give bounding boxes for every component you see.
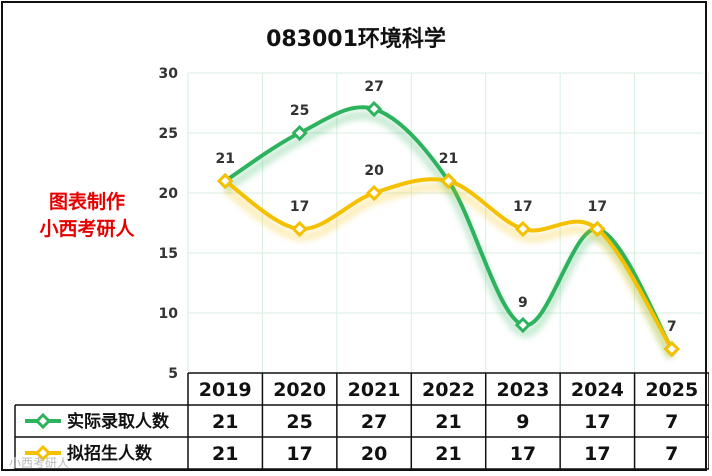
data-label: 21 xyxy=(215,151,234,167)
table-cell: 7 xyxy=(665,443,678,465)
series-2-point xyxy=(663,340,680,358)
table-cell: 21 xyxy=(212,443,238,465)
series-2-point xyxy=(589,220,606,238)
table-cell: 21 xyxy=(435,411,461,433)
table-cell: 17 xyxy=(286,443,312,465)
data-label: 25 xyxy=(290,103,309,119)
data-labels: 21 25 27 21 9 17 7 17 20 17 xyxy=(215,79,676,335)
corner-watermark: 小西考研人 xyxy=(9,456,69,470)
x-tick-label: 2022 xyxy=(422,379,475,401)
y-tick-label: 5 xyxy=(168,366,178,382)
y-tick-label: 25 xyxy=(159,126,178,142)
y-axis-ticks: 5 10 15 20 25 30 xyxy=(159,66,179,382)
table-cell: 27 xyxy=(361,411,387,433)
table-cell: 25 xyxy=(286,411,312,433)
table-cell: 7 xyxy=(665,411,678,433)
x-tick-label: 2024 xyxy=(571,379,624,401)
data-label: 7 xyxy=(667,319,677,335)
y-tick-label: 30 xyxy=(159,66,179,82)
series-2-point xyxy=(365,184,383,202)
y-tick-label: 15 xyxy=(159,246,178,262)
table-cell: 17 xyxy=(584,443,610,465)
series-2-point xyxy=(514,220,532,238)
data-label: 17 xyxy=(290,199,309,215)
series-1-point xyxy=(514,316,532,334)
data-label: 21 xyxy=(439,151,458,167)
x-tick-label: 2021 xyxy=(348,379,401,401)
legend-label: 实际录取人数 xyxy=(67,411,170,432)
table-cell: 20 xyxy=(361,443,387,465)
series-2-point xyxy=(217,172,234,190)
x-tick-label: 2025 xyxy=(645,379,698,401)
data-label: 27 xyxy=(364,79,383,95)
data-label: 17 xyxy=(588,199,607,215)
series-2-point xyxy=(440,172,457,190)
series-1-point xyxy=(291,124,308,142)
series-1-point xyxy=(365,100,383,118)
watermark-line-1: 图表制作 xyxy=(49,190,125,213)
legend-swatch-marker xyxy=(34,412,52,430)
table-cell: 21 xyxy=(435,443,461,465)
y-tick-label: 10 xyxy=(159,306,179,322)
grid xyxy=(187,72,709,374)
y-tick-label: 20 xyxy=(159,186,179,202)
table-cell: 21 xyxy=(212,411,238,433)
x-tick-label: 2023 xyxy=(496,379,549,401)
x-tick-label: 2020 xyxy=(273,379,326,401)
table-cell: 17 xyxy=(510,443,536,465)
table-cell: 17 xyxy=(584,411,610,433)
table-cell: 9 xyxy=(516,411,529,433)
data-label: 17 xyxy=(513,199,532,215)
series-2-point xyxy=(291,220,308,238)
chart-title: 083001环境科学 xyxy=(266,26,446,52)
x-tick-label: 2019 xyxy=(199,379,252,401)
legend-swatch-marker xyxy=(34,444,52,462)
legend-label: 拟招生人数 xyxy=(67,443,153,464)
data-label: 20 xyxy=(364,163,384,179)
watermark-line-2: 小西考研人 xyxy=(39,218,135,240)
series xyxy=(217,100,680,360)
data-label: 9 xyxy=(518,295,528,311)
